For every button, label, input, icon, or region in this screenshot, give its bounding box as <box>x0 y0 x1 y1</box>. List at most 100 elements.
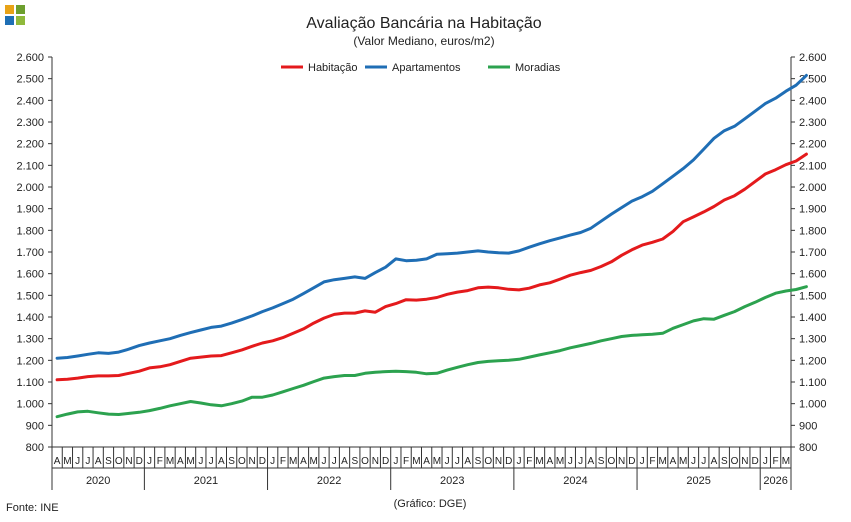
x-month-label: J <box>455 456 460 467</box>
axes: 800 800 900 900 1.000 1.000 1.100 1.100 1.200 1.2… <box>16 52 827 490</box>
legend-label: Apartamentos <box>392 62 461 74</box>
x-month-label: O <box>361 456 369 467</box>
y-tick-label-left: 1.700 <box>16 247 44 259</box>
y-tick-label-left: 800 <box>26 442 44 454</box>
x-month-label: M <box>535 456 543 467</box>
y-tick-label-right: 1.400 <box>799 312 827 324</box>
x-month-label: S <box>228 456 235 467</box>
y-tick-label-right: 2.000 <box>799 182 827 194</box>
y-tick-label-right: 1.100 <box>799 377 827 389</box>
x-month-label: O <box>731 456 739 467</box>
y-tick-label-left: 2.000 <box>16 182 44 194</box>
x-month-label: N <box>495 456 502 467</box>
y-tick-label-left: 1.100 <box>16 377 44 389</box>
y-tick-label-right: 2.100 <box>799 160 827 172</box>
legend-label: Moradias <box>515 62 561 74</box>
x-month-label: S <box>351 456 358 467</box>
y-tick-label-left: 2.500 <box>16 74 44 86</box>
x-month-label: S <box>105 456 112 467</box>
series-line-apartamentos <box>55 73 808 360</box>
y-tick-label-right: 1.500 <box>799 290 827 302</box>
chart-subtitle: (Valor Mediano, euros/m2) <box>353 34 494 48</box>
y-tick-label-left: 1.400 <box>16 312 44 324</box>
y-tick-label-left: 2.100 <box>16 160 44 172</box>
x-month-label: D <box>136 456 143 467</box>
x-year-label: 2025 <box>686 475 710 487</box>
y-tick-label-left: 1.500 <box>16 290 44 302</box>
y-tick-label-left: 1.600 <box>16 269 44 281</box>
x-month-label: M <box>289 456 297 467</box>
y-tick-label-left: 1.000 <box>16 399 44 411</box>
x-month-label: A <box>341 456 348 467</box>
y-tick-label-left: 2.600 <box>16 52 44 64</box>
x-month-label: J <box>578 456 583 467</box>
x-month-label: A <box>588 456 595 467</box>
y-tick-label-right: 1.700 <box>799 247 827 259</box>
x-month-label: O <box>484 456 492 467</box>
x-month-label: J <box>332 456 337 467</box>
x-month-label: J <box>517 456 522 467</box>
y-tick-label-left: 1.200 <box>16 355 44 367</box>
y-tick-label-right: 800 <box>799 442 817 454</box>
chart-title: Avaliação Bancária na Habitação <box>306 15 542 32</box>
x-month-label: A <box>464 456 471 467</box>
x-year-label: 2022 <box>317 475 341 487</box>
x-month-label: S <box>475 456 482 467</box>
y-tick-label-right: 1.200 <box>799 355 827 367</box>
x-month-label: F <box>649 456 655 467</box>
x-month-label: J <box>75 456 80 467</box>
series-line-moradias <box>55 285 808 419</box>
y-tick-label-right: 1.900 <box>799 204 827 216</box>
x-month-label: M <box>63 456 71 467</box>
x-month-label: D <box>751 456 758 467</box>
legend: Habitação Apartamentos Moradias <box>281 62 561 74</box>
x-month-label: N <box>125 456 132 467</box>
x-month-label: D <box>259 456 266 467</box>
x-month-label: J <box>445 456 450 467</box>
credit-note: (Gráfico: DGE) <box>394 498 467 510</box>
x-month-label: A <box>95 456 102 467</box>
x-month-label: O <box>607 456 615 467</box>
x-month-label: M <box>433 456 441 467</box>
y-tick-label-right: 2.600 <box>799 52 827 64</box>
y-tick-label-right: 1.000 <box>799 399 827 411</box>
y-tick-label-left: 1.300 <box>16 334 44 346</box>
x-year-label: 2023 <box>440 475 464 487</box>
x-month-label: N <box>618 456 625 467</box>
x-month-label: F <box>403 456 409 467</box>
x-month-label: A <box>218 456 225 467</box>
x-month-label: J <box>270 456 275 467</box>
x-month-label: J <box>701 456 706 467</box>
x-month-label: M <box>310 456 318 467</box>
x-month-label: J <box>147 456 152 467</box>
x-month-label: A <box>300 456 307 467</box>
x-month-label: S <box>721 456 728 467</box>
x-month-label: J <box>321 456 326 467</box>
x-month-label: D <box>628 456 635 467</box>
x-month-label: M <box>782 456 790 467</box>
y-tick-label-left: 2.400 <box>16 95 44 107</box>
x-month-label: F <box>157 456 163 467</box>
x-month-label: M <box>556 456 564 467</box>
y-tick-label-right: 2.300 <box>799 117 827 129</box>
x-month-label: J <box>640 456 645 467</box>
x-month-label: D <box>505 456 512 467</box>
y-tick-label-left: 1.800 <box>16 225 44 237</box>
x-year-label: 2024 <box>563 475 587 487</box>
x-month-label: J <box>85 456 90 467</box>
y-tick-label-left: 1.900 <box>16 204 44 216</box>
x-month-label: J <box>691 456 696 467</box>
x-month-label: F <box>526 456 532 467</box>
plot-area <box>55 73 808 419</box>
x-month-label: N <box>249 456 256 467</box>
x-month-label: F <box>773 456 779 467</box>
x-month-label: J <box>198 456 203 467</box>
x-month-label: A <box>711 456 718 467</box>
logo-icon <box>5 5 25 25</box>
x-month-label: N <box>741 456 748 467</box>
x-month-label: F <box>280 456 286 467</box>
x-year-label: 2021 <box>194 475 218 487</box>
x-month-label: D <box>382 456 389 467</box>
y-tick-label-left: 2.200 <box>16 139 44 151</box>
y-tick-label-left: 900 <box>26 420 44 432</box>
